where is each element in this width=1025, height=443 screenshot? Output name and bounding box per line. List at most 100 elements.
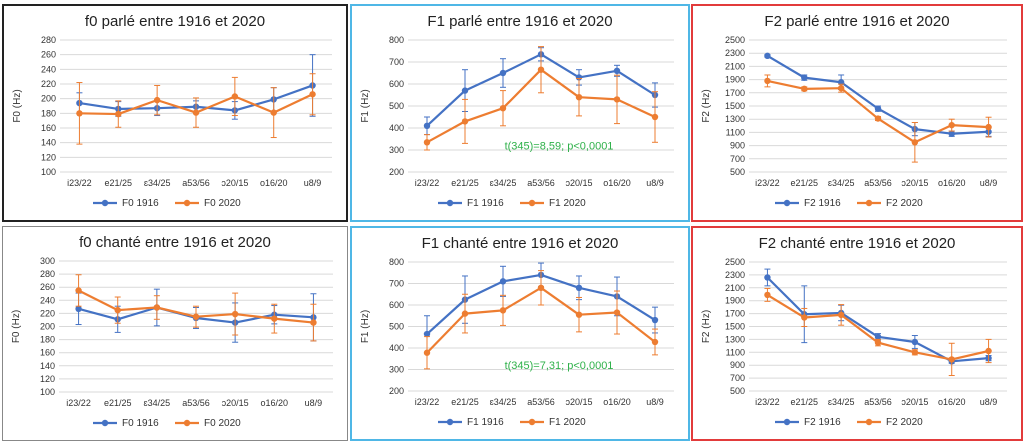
y-tick-label: 100 (40, 387, 55, 397)
data-point (874, 339, 882, 346)
x-tick-label: ɔ20/15 (901, 178, 928, 188)
chart-svg: F2 parlé entre 1916 et 2020 500 700 900 1100… (701, 13, 1007, 209)
data-point (764, 52, 771, 60)
y-tick-label: 160 (40, 348, 55, 358)
y-tick-label: 2100 (725, 61, 745, 71)
data-point (310, 319, 317, 326)
y-tick-label: 2300 (725, 48, 745, 58)
legend-swatch-marker (783, 418, 791, 426)
x-tick-label: u8/9 (305, 398, 323, 408)
y-tick-label: 120 (41, 152, 56, 162)
data-point (874, 333, 882, 341)
y-tick-label: 300 (389, 145, 404, 155)
x-tick-label: o16/20 (938, 178, 966, 188)
legend-swatch-marker (183, 419, 191, 427)
y-tick-label: 260 (41, 50, 56, 60)
legend-label: F1 2020 (549, 417, 586, 428)
x-tick-label: i23/22 (755, 397, 780, 407)
chart-title: f0 chanté entre 1916 et 2020 (79, 234, 271, 251)
data-point (499, 69, 507, 77)
y-tick-label: 500 (730, 386, 745, 396)
y-tick-label: 900 (730, 360, 745, 370)
legend-label: F2 2020 (886, 198, 923, 209)
data-point (874, 115, 882, 122)
legend-swatch-marker (183, 199, 191, 207)
y-tick-label: 500 (389, 101, 404, 111)
x-tick-label: u8/9 (980, 178, 998, 188)
y-tick-label: 240 (41, 64, 56, 74)
data-point (764, 291, 771, 299)
data-point (764, 77, 771, 85)
y-axis-label: F0 (Hz) (12, 89, 23, 122)
legend-label: F0 2020 (204, 198, 241, 209)
x-tick-label: i23/22 (415, 397, 440, 407)
legend-label: F2 1916 (804, 417, 841, 428)
chart-svg: F2 chanté entre 1916 et 2020 500 700 900 110… (701, 235, 1007, 428)
y-tick-label: 500 (389, 322, 404, 332)
legend-swatch-marker (446, 418, 454, 426)
y-tick-label: 300 (389, 365, 404, 375)
x-tick-label: o16/20 (938, 397, 966, 407)
data-point (651, 338, 659, 346)
legend-label: F2 2020 (886, 417, 923, 428)
data-point (499, 307, 507, 314)
data-point (461, 118, 469, 125)
x-tick-label: o16/20 (603, 178, 631, 188)
y-tick-label: 280 (40, 269, 55, 279)
data-point (270, 109, 277, 116)
x-tick-label: i23/22 (67, 178, 92, 188)
stat-annotation: t(345)=8,59; p<0,0001 (505, 141, 614, 153)
y-tick-label: 1500 (725, 101, 745, 111)
legend-label: F0 1916 (122, 198, 159, 209)
data-point (153, 96, 161, 104)
y-tick-label: 600 (389, 79, 404, 89)
chart-svg: f0 chanté entre 1916 et 2020 100 120 140 160… (11, 234, 333, 429)
y-tick-label: 1700 (725, 309, 745, 319)
x-tick-label: ɔ20/15 (901, 397, 928, 407)
legend-swatch-marker (865, 199, 873, 207)
x-tick-label: a53/56 (864, 178, 892, 188)
y-tick-label: 800 (389, 257, 404, 267)
legend-label: F2 1916 (804, 198, 841, 209)
chart-svg: F1 chanté entre 1916 et 2020 200 300 400 500… (360, 235, 674, 428)
data-point (231, 93, 239, 100)
chart-svg: F1 parlé entre 1916 et 2020 200 300 400 500 6… (360, 13, 674, 209)
data-point (309, 91, 316, 98)
x-tick-label: a53/56 (182, 178, 210, 188)
data-point (153, 304, 161, 311)
x-tick-label: e21/25 (105, 178, 133, 188)
x-tick-label: a53/56 (182, 398, 210, 408)
series-line (766, 276, 989, 363)
data-point (613, 67, 621, 74)
chart-f0-chante: f0 chanté entre 1916 et 2020 100 120 140 160… (2, 226, 348, 441)
y-tick-label: 260 (40, 282, 55, 292)
data-point (461, 87, 469, 94)
x-tick-label: o16/20 (603, 397, 631, 407)
data-point (801, 74, 808, 81)
legend-swatch-marker (783, 199, 791, 207)
data-point (461, 310, 469, 317)
data-point (75, 287, 82, 294)
data-point (764, 274, 771, 281)
y-tick-label: 200 (40, 322, 55, 332)
data-point (911, 139, 919, 146)
y-tick-label: 180 (40, 335, 55, 345)
y-tick-label: 200 (389, 386, 404, 396)
y-tick-label: 2500 (725, 35, 745, 45)
x-tick-label: u8/9 (646, 178, 664, 188)
y-tick-label: 1100 (726, 127, 745, 137)
y-tick-label: 2100 (725, 283, 745, 293)
legend-swatch-marker (101, 419, 109, 427)
data-point (948, 121, 955, 129)
y-tick-label: 700 (389, 57, 404, 67)
x-tick-label: ɛ34/25 (828, 178, 855, 188)
legend-swatch-marker (528, 199, 536, 207)
y-tick-label: 120 (40, 374, 55, 384)
data-point (575, 74, 583, 81)
data-point (837, 84, 845, 92)
y-tick-label: 200 (389, 167, 404, 177)
series-line (766, 293, 989, 361)
x-tick-label: u8/9 (980, 397, 998, 407)
y-tick-label: 140 (40, 361, 55, 371)
data-point (911, 349, 919, 356)
